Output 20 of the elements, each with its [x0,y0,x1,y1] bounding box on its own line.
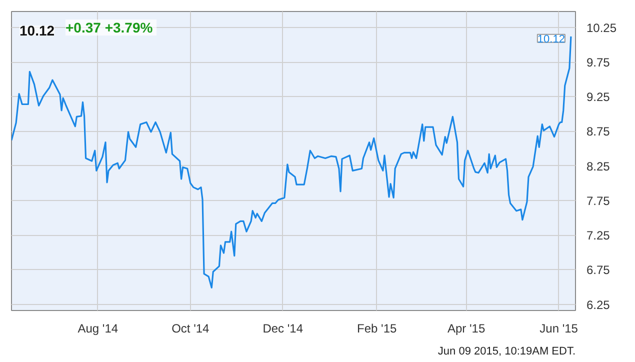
text: +0.37 +3.79% [66,20,154,36]
x-tick-label: Aug '14 [78,322,118,336]
line-series [12,36,572,288]
x-tick-label: Feb '15 [357,322,398,336]
y-tick-label: 9.25 [586,90,610,104]
x-tick-label: Oct '14 [172,322,210,336]
x-tick-label: Dec '14 [262,322,304,336]
y-tick-label: 10.25 [586,20,617,35]
y-tick-label: 8.75 [586,124,610,139]
annotation: 10.12 [537,33,565,46]
y-tick-label: 9.75 [586,56,610,70]
y-tick-label: 7.25 [586,228,610,243]
x-tick-label: Jun '15 [540,322,578,336]
y-tick-label: 7.75 [586,194,610,208]
y-tick-label: 6.75 [586,263,610,278]
x-tick-label: Apr '15 [448,322,486,336]
text: Jun 09 2015, 10:19AM EDT. [438,346,576,358]
y-tick-label: 6.25 [586,298,610,312]
text: 10.12 [20,22,55,38]
y-tick-label: 8.25 [586,159,610,174]
